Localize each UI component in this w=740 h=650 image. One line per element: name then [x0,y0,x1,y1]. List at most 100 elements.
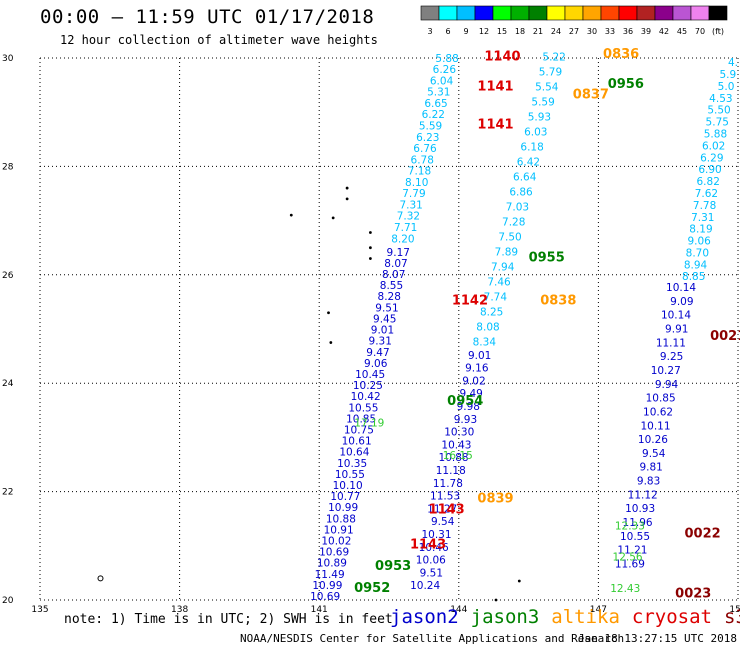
wave-height-label: 9.47 [366,347,389,359]
wave-height-label: 10.75 [344,424,374,436]
y-tick-label: 26 [2,271,14,281]
wave-height-label: 10.31 [421,529,451,541]
wave-height-label: 9.09 [670,296,693,308]
legend-cryosat: cryosat [631,606,712,628]
wave-height-label: 6.02 [702,140,725,152]
wave-height-label: 9.01 [371,325,394,337]
wave-height-label: 8.08 [476,321,499,333]
wave-height-label: 7.28 [502,216,525,228]
island-marker [345,197,349,201]
island-marker [345,186,349,190]
pass-time-label: 1142 [452,294,488,309]
wave-height-label: 9.06 [687,236,711,248]
wave-height-label: 9.93 [454,414,477,426]
wave-height-label: 9.02 [462,375,485,387]
island-marker [368,246,372,250]
wave-height-label: 10.35 [337,458,367,470]
wave-height-label: 10.91 [324,524,354,536]
wave-height-label: 7.18 [408,166,431,178]
wave-height-label: 11.53 [430,491,460,503]
wave-height-label: 7.94 [491,261,515,273]
wave-height-label: 8.55 [380,280,403,292]
x-tick-label: 141 [311,605,328,615]
colorbar-label: 70 [695,27,705,36]
wave-height-label: 10.45 [355,369,385,381]
wave-height-label: 5.59 [419,120,442,132]
wave-height-label: 5.93 [528,112,551,124]
wave-height-label: 10.11 [640,420,670,432]
island-marker [331,216,335,220]
island-marker [368,257,372,260]
wave-height-label: 11.12 [628,489,658,501]
x-tick-label: 144 [450,605,467,615]
island-marker [368,231,372,234]
wave-height-label: 10.14 [666,282,696,294]
wave-height-label: 5.31 [427,87,450,99]
wave-height-label: 5.79 [539,67,562,79]
y-tick-label: 30 [2,54,14,64]
wave-height-label: 10.93 [625,503,655,515]
x-tick-label: 150 [729,605,740,615]
pass-time-label: 1140 [484,50,520,65]
wave-height-label: 12.56 [613,552,643,564]
island-marker [327,311,330,315]
wave-height-label: 8.07 [382,269,405,281]
colorbar-label: (ft) [712,27,724,36]
wave-height-label: 10.14 [661,310,691,322]
wave-height-label: 10.99 [328,502,358,514]
chart-subtitle: 12 hour collection of altimeter wave hei… [60,33,378,47]
wave-height-label: 9.83 [637,476,660,488]
pass-time-label: 1143 [410,538,446,553]
pass-time-label: 0023 [675,586,711,601]
wave-height-label: 11.27 [427,503,457,515]
wave-height-label: 11.69 [615,558,645,570]
wave-height-label: 10.55 [335,469,365,481]
wave-height-label: 5.75 [706,117,729,129]
wave-height-label: 6.65 [424,98,447,110]
footer-note: note: 1) Time is in UTC; 2) SWH is in fe… [64,612,393,627]
pass-time-label: 0839 [477,491,513,506]
wave-height-label: 9.91 [665,324,688,336]
wave-height-label: 10.85 [346,413,376,425]
colorbar-label: 21 [533,27,543,36]
wave-height-label: 8.34 [473,336,497,348]
pass-time-label: 1143 [429,502,465,517]
wave-height-label: 6.04 [430,75,454,87]
wave-height-label: 11.78 [433,478,463,490]
wave-height-label: 17.19 [354,418,384,430]
wave-height-label: 6.64 [513,172,537,184]
wave-height-label: 9.45 [373,313,396,325]
wave-height-label: 9.54 [431,516,455,528]
wave-height-label: 12.33 [615,521,645,533]
wave-height-label: 6.26 [433,64,457,76]
pass-time-label: 0838 [540,294,576,309]
wave-height-label: 6.29 [700,152,723,164]
wave-height-label: 6.82 [697,176,720,188]
wave-height-label: 9.94 [655,379,679,391]
legend-s3a: s3a [724,606,740,628]
wave-height-label: 7.78 [693,200,716,212]
wave-height-label: 6.90 [698,164,721,176]
legend-jason2: jason2 [390,606,459,628]
wave-height-label: 5.59 [531,97,554,109]
pass-time-label: 0953 [375,559,411,574]
y-tick-label: 28 [2,162,14,172]
wave-height-label: 10.27 [651,365,681,377]
wave-height-label: 7.32 [397,211,420,223]
wave-height-label: 8.20 [391,233,414,245]
island-marker [289,213,293,217]
legend-jason3: jason3 [470,606,540,628]
wave-height-label: 10.24 [410,580,440,592]
wave-height-label: 9.01 [468,350,491,362]
y-tick-label: 22 [2,488,13,498]
colorbar-label: 6 [445,27,450,36]
x-tick-label: 135 [31,605,48,615]
wave-height-label: 12.43 [610,583,640,595]
wave-height-label: 7.31 [691,212,714,224]
wave-height-label: 8.19 [689,224,712,236]
wave-height-label: 10.30 [444,427,474,439]
wave-height-label: 10.46 [419,542,449,554]
colorbar-label: 15 [497,27,507,36]
wave-height-label: 5.88 [435,53,458,65]
colorbar-label: 42 [659,27,669,36]
